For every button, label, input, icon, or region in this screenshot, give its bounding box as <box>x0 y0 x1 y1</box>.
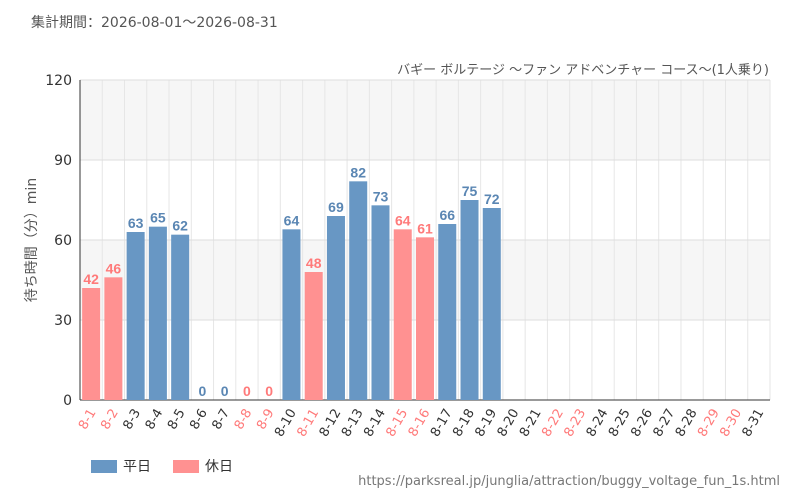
bar-8-12 <box>326 216 345 400</box>
data-label-8-15: 64 <box>395 212 411 228</box>
x-tick-label-8-21: 8-21 <box>517 407 545 440</box>
data-label-8-4: 65 <box>150 210 166 226</box>
bar-8-19 <box>482 208 501 400</box>
data-label-8-8: 0 <box>243 383 251 399</box>
x-tick-label-8-10: 8-10 <box>272 407 300 440</box>
x-tick-label-8-26: 8-26 <box>628 407 656 440</box>
x-tick-label-8-17: 8-17 <box>428 407 456 440</box>
data-label-8-7: 0 <box>221 383 229 399</box>
x-tick-label-8-7: 8-7 <box>210 407 234 433</box>
x-tick-label-8-20: 8-20 <box>495 407 523 440</box>
x-tick-label-8-24: 8-24 <box>584 407 612 440</box>
x-tick-label-8-14: 8-14 <box>361 407 389 440</box>
data-label-8-5: 62 <box>172 218 188 234</box>
x-tick-label-8-11: 8-11 <box>294 407 322 440</box>
y-tick-label: 120 <box>45 73 72 89</box>
chart-legend: 平日 休日 <box>91 456 255 476</box>
bar-8-17 <box>438 224 457 400</box>
x-tick-label-8-5: 8-5 <box>165 407 189 433</box>
x-tick-label-8-4: 8-4 <box>143 407 167 433</box>
bar-8-11 <box>304 272 323 400</box>
y-axis-title: 待ち時間（分）min <box>24 178 40 302</box>
x-tick-label-8-19: 8-19 <box>472 406 500 439</box>
x-tick-label-8-30: 8-30 <box>717 407 745 440</box>
source-url-link[interactable]: https://parksreal.jp/junglia/attraction/… <box>358 474 780 489</box>
x-tick-label-8-3: 8-3 <box>121 407 145 433</box>
legend-label-holiday: 休日 <box>205 459 233 475</box>
bar-8-18 <box>460 200 479 400</box>
x-tick-label-8-31: 8-31 <box>740 407 768 440</box>
y-tick-label: 0 <box>63 393 72 409</box>
legend-item-holiday: 休日 <box>173 456 233 476</box>
bar-8-15 <box>393 229 412 400</box>
legend-item-weekday: 平日 <box>91 456 151 476</box>
x-tick-label-8-2: 8-2 <box>98 407 122 433</box>
plot-band <box>80 80 770 160</box>
x-tick-label-8-18: 8-18 <box>450 407 478 440</box>
data-label-8-12: 69 <box>328 199 344 215</box>
data-label-8-16: 61 <box>417 220 433 236</box>
x-tick-label-8-12: 8-12 <box>317 407 345 440</box>
data-label-8-2: 46 <box>106 260 122 276</box>
data-label-8-9: 0 <box>265 383 273 399</box>
data-label-8-17: 66 <box>439 207 455 223</box>
bar-8-13 <box>349 181 368 400</box>
bar-8-16 <box>416 237 434 400</box>
x-tick-label-8-25: 8-25 <box>606 407 634 440</box>
data-label-8-11: 48 <box>306 255 322 271</box>
x-tick-label-8-27: 8-27 <box>651 407 679 440</box>
y-tick-label: 60 <box>54 233 72 249</box>
bar-8-3 <box>126 232 145 400</box>
x-tick-label-8-13: 8-13 <box>339 407 367 440</box>
x-tick-label-8-28: 8-28 <box>673 407 701 440</box>
data-label-8-13: 82 <box>350 164 366 180</box>
data-label-8-6: 0 <box>199 383 207 399</box>
data-label-8-18: 75 <box>462 183 478 199</box>
bar-8-4 <box>148 226 167 400</box>
chart-title: バギー ボルテージ ～ファン アドベンチャー コース～(1人乗り) <box>397 63 769 78</box>
y-tick-label: 90 <box>54 153 72 169</box>
collection-period: 集計期間：2026-08-01～2026-08-31 <box>31 15 278 31</box>
data-label-8-19: 72 <box>484 191 500 207</box>
x-tick-label-8-16: 8-16 <box>406 407 434 440</box>
y-tick-label: 30 <box>54 313 72 329</box>
bar-8-5 <box>171 234 190 400</box>
data-label-8-14: 73 <box>373 188 389 204</box>
bar-8-10 <box>282 229 301 400</box>
data-label-8-10: 64 <box>284 212 300 228</box>
x-tick-label-8-6: 8-6 <box>187 407 211 433</box>
data-label-8-3: 63 <box>128 215 144 231</box>
legend-swatch-holiday <box>173 459 199 473</box>
bar-8-2 <box>104 277 123 400</box>
x-tick-label-8-23: 8-23 <box>562 407 590 440</box>
bar-8-14 <box>371 205 390 400</box>
x-tick-label-8-15: 8-15 <box>383 407 411 440</box>
data-label-8-1: 42 <box>83 271 99 287</box>
x-tick-label-8-8: 8-8 <box>232 407 256 433</box>
x-tick-label-8-29: 8-29 <box>695 407 723 440</box>
bar-8-1 <box>82 288 101 400</box>
x-tick-label-8-1: 8-1 <box>76 407 100 433</box>
legend-swatch-weekday <box>91 459 117 473</box>
x-tick-label-8-22: 8-22 <box>539 407 567 440</box>
legend-label-weekday: 平日 <box>123 459 151 475</box>
